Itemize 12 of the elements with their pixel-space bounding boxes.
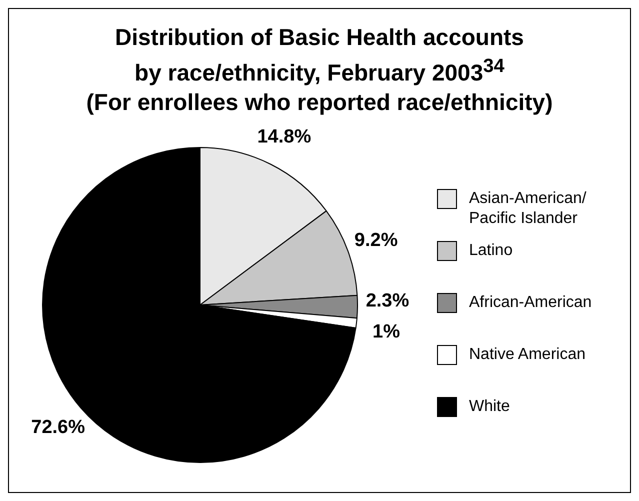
data-label: 14.8% (257, 126, 312, 148)
legend-label: Latino (469, 241, 513, 261)
data-label: 9.2% (354, 230, 398, 251)
data-label: 1% (372, 322, 400, 343)
legend-label: Native American (469, 345, 586, 365)
data-label: 2.3% (366, 290, 410, 312)
chart-subtitle: (For enrollees who reported race/ethnicity) (85, 88, 554, 117)
legend-label: Asian-American/ Pacific Islander (469, 189, 588, 229)
data-label: 72.6% (31, 416, 86, 438)
chart-title: Distribution of Basic Health accounts by race/ethnicity, February 2003$^{34}$ (114, 23, 525, 88)
legend-label: African-American (469, 293, 592, 313)
legend-label: White (469, 397, 510, 417)
